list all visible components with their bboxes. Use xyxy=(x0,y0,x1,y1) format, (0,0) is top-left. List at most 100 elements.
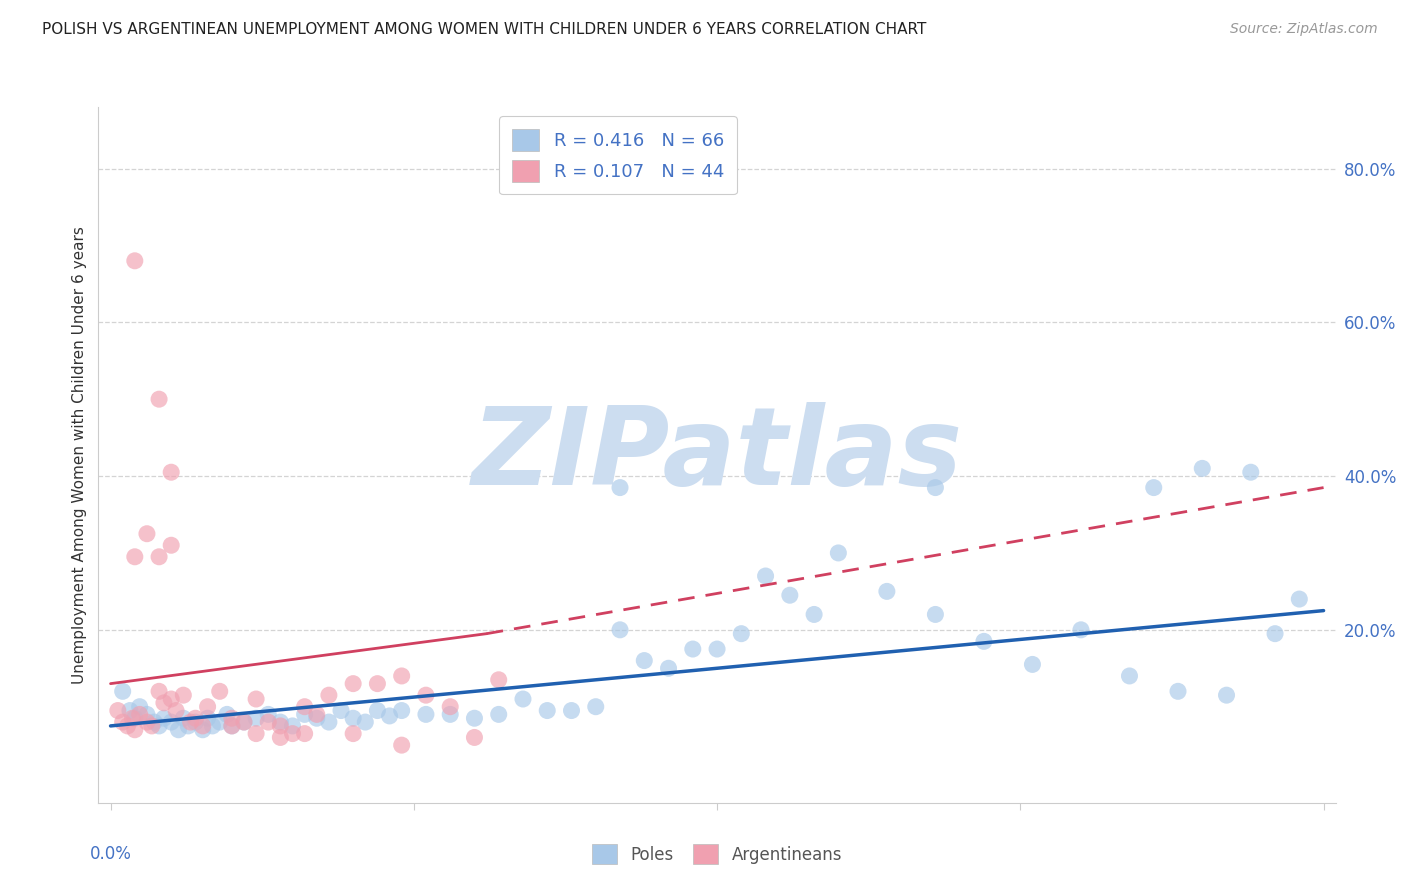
Point xyxy=(294,707,316,722)
Point xyxy=(172,711,194,725)
Point xyxy=(124,723,146,737)
Point xyxy=(366,676,388,690)
Point xyxy=(124,549,146,564)
Point xyxy=(391,669,413,683)
Point xyxy=(160,538,183,552)
Point xyxy=(160,715,183,730)
Point xyxy=(1143,481,1166,495)
Point xyxy=(118,704,141,718)
Point xyxy=(143,715,166,730)
Point xyxy=(124,253,146,268)
Point xyxy=(208,715,231,730)
Point xyxy=(439,699,461,714)
Point xyxy=(536,704,558,718)
Point xyxy=(318,715,340,730)
Point xyxy=(609,481,631,495)
Text: ZIPatlas: ZIPatlas xyxy=(471,402,963,508)
Point xyxy=(439,707,461,722)
Point xyxy=(257,715,280,730)
Point xyxy=(1167,684,1189,698)
Point xyxy=(128,707,150,722)
Point xyxy=(160,465,183,479)
Point xyxy=(153,696,176,710)
Point xyxy=(165,704,187,718)
Point xyxy=(1191,461,1213,475)
Legend: Poles, Argentineans: Poles, Argentineans xyxy=(585,838,849,871)
Point xyxy=(111,684,134,698)
Y-axis label: Unemployment Among Women with Children Under 6 years: Unemployment Among Women with Children U… xyxy=(72,226,87,684)
Point xyxy=(121,711,143,725)
Point xyxy=(136,526,159,541)
Point xyxy=(1021,657,1043,672)
Point xyxy=(160,692,183,706)
Point xyxy=(177,719,200,733)
Text: POLISH VS ARGENTINEAN UNEMPLOYMENT AMONG WOMEN WITH CHILDREN UNDER 6 YEARS CORRE: POLISH VS ARGENTINEAN UNEMPLOYMENT AMONG… xyxy=(42,22,927,37)
Point xyxy=(136,715,159,730)
Point xyxy=(560,704,582,718)
Point xyxy=(391,738,413,752)
Point xyxy=(197,711,219,725)
Point xyxy=(197,699,219,714)
Point xyxy=(136,707,159,722)
Point xyxy=(221,711,243,725)
Point xyxy=(585,699,607,714)
Point xyxy=(201,719,224,733)
Point xyxy=(294,726,316,740)
Point xyxy=(1118,669,1140,683)
Point xyxy=(342,711,364,725)
Point xyxy=(730,626,752,640)
Point xyxy=(463,731,485,745)
Point xyxy=(876,584,898,599)
Point xyxy=(257,707,280,722)
Point xyxy=(391,704,413,718)
Point xyxy=(233,715,256,730)
Point xyxy=(245,711,267,725)
Point xyxy=(657,661,679,675)
Point xyxy=(463,711,485,725)
Point xyxy=(305,711,328,725)
Point xyxy=(354,715,377,730)
Point xyxy=(973,634,995,648)
Point xyxy=(191,719,214,733)
Point xyxy=(128,699,150,714)
Point xyxy=(342,726,364,740)
Point xyxy=(633,654,655,668)
Point xyxy=(294,699,316,714)
Point xyxy=(755,569,778,583)
Point xyxy=(269,719,291,733)
Point xyxy=(184,715,207,730)
Point xyxy=(330,704,353,718)
Point xyxy=(682,642,704,657)
Point xyxy=(281,726,304,740)
Point xyxy=(305,707,328,722)
Text: 0.0%: 0.0% xyxy=(90,845,132,863)
Point xyxy=(281,719,304,733)
Point xyxy=(153,711,176,725)
Point xyxy=(124,711,146,725)
Point xyxy=(191,723,214,737)
Point xyxy=(245,692,267,706)
Point xyxy=(803,607,825,622)
Point xyxy=(208,684,231,698)
Point xyxy=(488,707,510,722)
Point xyxy=(1240,465,1263,479)
Point xyxy=(342,676,364,690)
Point xyxy=(415,688,437,702)
Point xyxy=(488,673,510,687)
Point xyxy=(366,704,388,718)
Point xyxy=(148,719,170,733)
Point xyxy=(215,707,238,722)
Text: Source: ZipAtlas.com: Source: ZipAtlas.com xyxy=(1230,22,1378,37)
Point xyxy=(827,546,849,560)
Point xyxy=(148,684,170,698)
Point xyxy=(107,704,129,718)
Point xyxy=(221,719,243,733)
Point xyxy=(117,719,139,733)
Point xyxy=(924,481,946,495)
Point xyxy=(148,392,170,407)
Point xyxy=(512,692,534,706)
Point xyxy=(318,688,340,702)
Point xyxy=(706,642,728,657)
Point xyxy=(111,715,134,730)
Point xyxy=(1215,688,1237,702)
